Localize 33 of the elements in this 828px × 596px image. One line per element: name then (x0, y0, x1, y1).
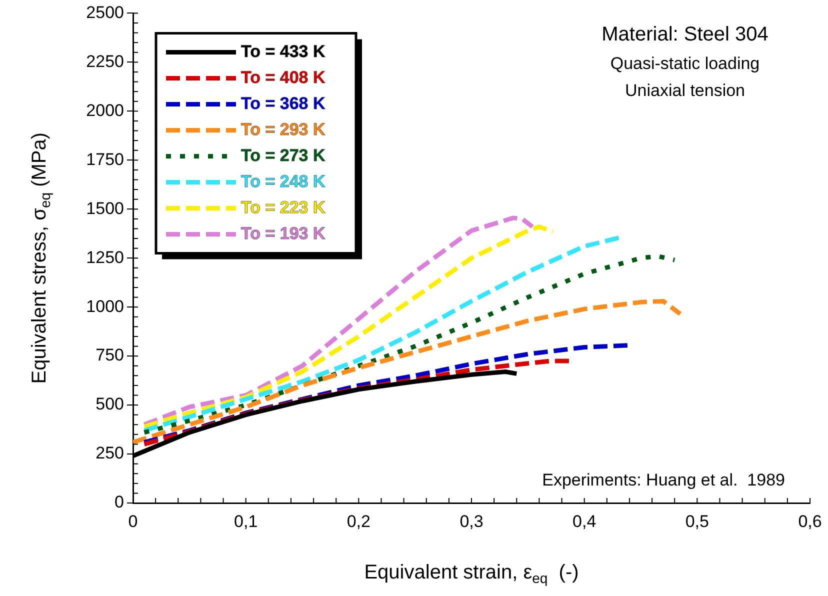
y-tick-label: 2500 (86, 2, 124, 22)
legend-label: To = 368 K (241, 94, 326, 113)
y-tick-label: 1500 (86, 198, 124, 218)
x-tick-label: 0,5 (685, 512, 709, 531)
x-tick-label: 0,6 (798, 512, 822, 531)
line-series (133, 298, 682, 445)
y-tick-label: 1000 (86, 296, 124, 316)
legend-label: To = 248 K (241, 172, 326, 191)
legend-label: To = 293 K (241, 120, 326, 139)
y-tick-label: 2250 (86, 52, 124, 71)
y-tick-label: 1750 (86, 150, 124, 169)
legend-label: To = 193 K (241, 224, 326, 243)
x-tick-label: 0,4 (572, 512, 596, 531)
legend-label: To = 273 K (241, 146, 326, 165)
x-tick-label: 0,3 (460, 512, 484, 531)
y-tick-label: 500 (96, 394, 124, 414)
y-tick-label: 0 (114, 492, 124, 512)
y-axis-title: Equivalent stress, σeq (MPa) (28, 132, 53, 384)
annotation: Experiments: Huang et al. 1989 (542, 470, 785, 490)
line-series (142, 254, 677, 435)
y-tick-label: 250 (96, 444, 124, 463)
annotation: Uniaxial tension (624, 80, 746, 100)
x-tick-label: 0,2 (346, 512, 370, 531)
y-tick-label: 2000 (86, 100, 124, 120)
legend-label: To = 223 K (241, 198, 326, 217)
y-tick-label: 750 (96, 346, 124, 365)
annotation: Quasi-static loading (610, 54, 760, 73)
x-tick-label: 0 (128, 512, 138, 531)
annotation: Material: Steel 304 (602, 24, 768, 46)
legend-label: To = 408 K (241, 68, 326, 87)
legend-label: To = 433 K (241, 42, 326, 61)
x-tick-label: 0,1 (234, 512, 258, 531)
y-tick-label: 1250 (86, 248, 124, 267)
